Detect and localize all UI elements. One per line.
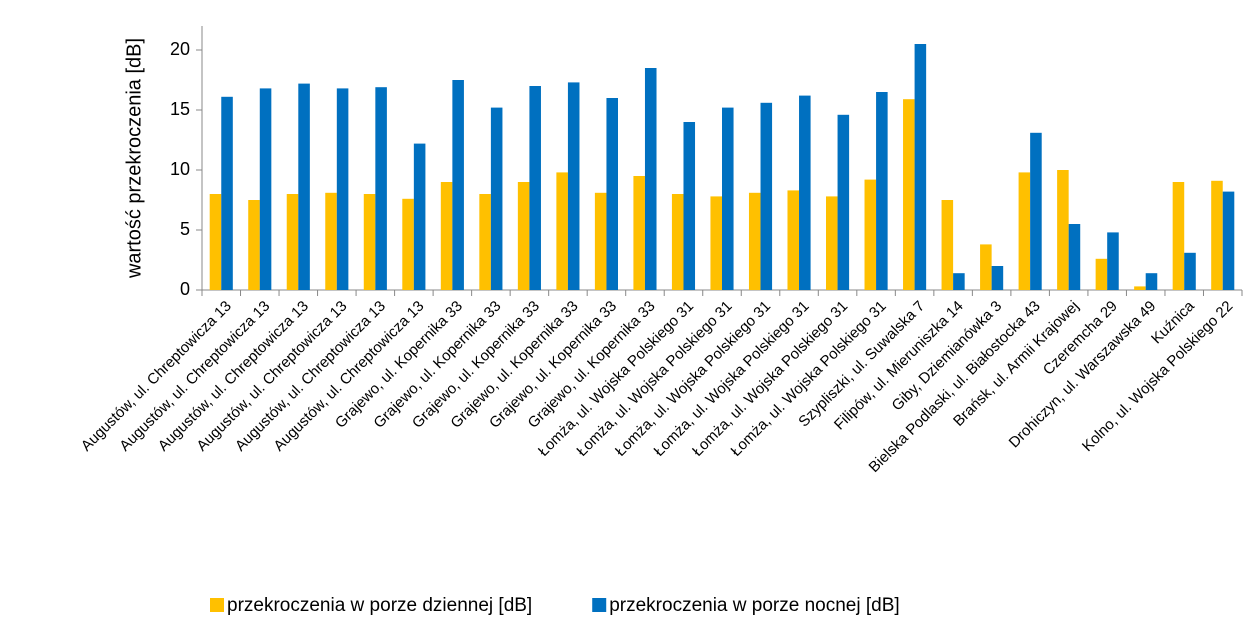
bar (787, 190, 800, 290)
bar (248, 200, 260, 290)
y-axis-label: wartość przekroczenia [dB] (123, 38, 145, 279)
bar (980, 244, 992, 290)
bar (903, 99, 915, 290)
bar (1211, 180, 1223, 290)
bar (837, 114, 850, 290)
legend-swatch (592, 598, 607, 612)
y-tick-label: 0 (180, 279, 190, 299)
bar (221, 96, 233, 290)
bar (556, 172, 568, 290)
bar (479, 194, 491, 290)
bar (1030, 132, 1042, 290)
bar (440, 182, 453, 290)
bar (1184, 252, 1196, 290)
bar (1018, 172, 1031, 290)
bar (259, 88, 272, 291)
bar (298, 83, 310, 290)
bar (606, 98, 618, 290)
y-tick-label: 20 (170, 39, 190, 59)
bar (336, 88, 349, 291)
bar (517, 182, 530, 290)
bar (1068, 224, 1081, 290)
bar (991, 266, 1004, 290)
bar (941, 200, 954, 290)
y-tick-label: 15 (170, 99, 190, 119)
bar (1222, 191, 1235, 290)
bar (644, 68, 657, 290)
bar (594, 192, 607, 290)
bar (413, 143, 426, 290)
bar (402, 198, 414, 290)
bar (864, 179, 877, 290)
bar (953, 273, 965, 290)
bar (375, 87, 387, 290)
bar (490, 107, 503, 290)
bar (914, 44, 927, 290)
legend-label: przekroczenia w porze dziennej [dB] (227, 595, 532, 616)
bar (209, 194, 222, 290)
legend-swatch (210, 598, 224, 612)
legend-label: przekroczenia w porze nocnej [dB] (609, 595, 899, 616)
bar (1095, 258, 1108, 290)
bar (1057, 170, 1069, 290)
bar (748, 192, 761, 290)
y-tick-label: 10 (170, 159, 190, 179)
bar (1134, 286, 1146, 290)
bar (363, 194, 376, 290)
bar (633, 176, 645, 290)
bar (286, 194, 299, 290)
bar (876, 92, 888, 290)
bar (671, 194, 684, 290)
bar (722, 107, 734, 290)
bar (826, 196, 838, 290)
bar (325, 192, 337, 290)
bar (799, 95, 811, 290)
bar (683, 122, 696, 290)
bar (1145, 273, 1158, 290)
bar (710, 196, 722, 290)
bar (1107, 232, 1119, 290)
y-tick-label: 5 (180, 219, 190, 239)
bar (760, 102, 773, 290)
bar (567, 82, 580, 291)
bar (452, 80, 464, 290)
bar (529, 86, 541, 290)
bar (1172, 182, 1185, 290)
